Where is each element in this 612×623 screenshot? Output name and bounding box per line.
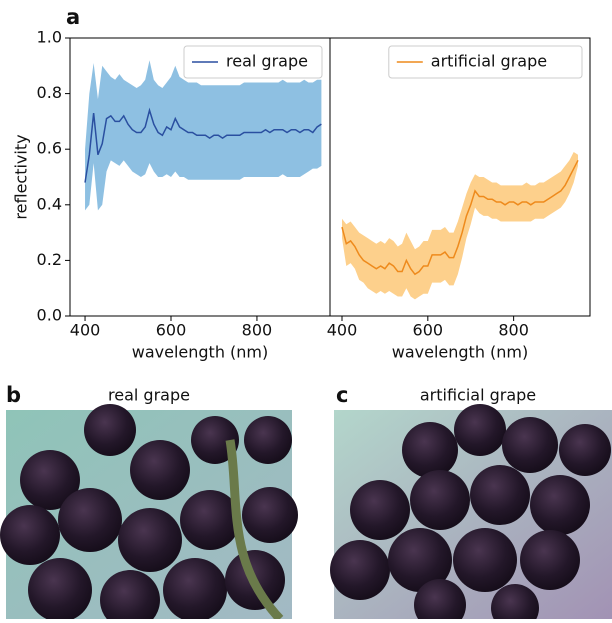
x-tick-label: 800: [242, 321, 273, 340]
image-title: real grape: [108, 386, 190, 405]
y-tick-label: 0.8: [37, 83, 62, 102]
panel-label: b: [6, 383, 21, 407]
legend-box: [183, 45, 323, 79]
y-tick-label: 0.2: [37, 250, 62, 269]
x-tick-label: 400: [327, 321, 358, 340]
x-tick-label: 800: [498, 321, 529, 340]
y-axis-label: reflectivity: [12, 134, 31, 219]
panel-label: a: [66, 5, 80, 29]
legend-label: real grape: [226, 52, 308, 71]
x-axis-label: wavelength (nm): [392, 343, 529, 362]
y-tick-label: 0.4: [37, 194, 62, 213]
photo-real-grape: [0, 404, 298, 623]
x-axis-label: wavelength (nm): [132, 343, 269, 362]
data-line: [84, 107, 322, 183]
error-band: [342, 151, 578, 300]
axes-frame: [329, 37, 591, 317]
data-line: [341, 159, 579, 276]
image-title: artificial grape: [420, 386, 536, 405]
x-tick-label: 600: [156, 321, 187, 340]
x-tick-label: 600: [413, 321, 444, 340]
photo-artificial-grape: [330, 404, 612, 623]
y-tick-label: 1.0: [37, 28, 62, 47]
y-tick-label: 0.6: [37, 139, 62, 158]
x-tick-label: 400: [70, 321, 101, 340]
panel-label: c: [336, 383, 348, 407]
y-tick-label: 0.0: [37, 306, 62, 325]
legend-box: [388, 45, 583, 79]
legend-label: artificial grape: [431, 52, 547, 71]
